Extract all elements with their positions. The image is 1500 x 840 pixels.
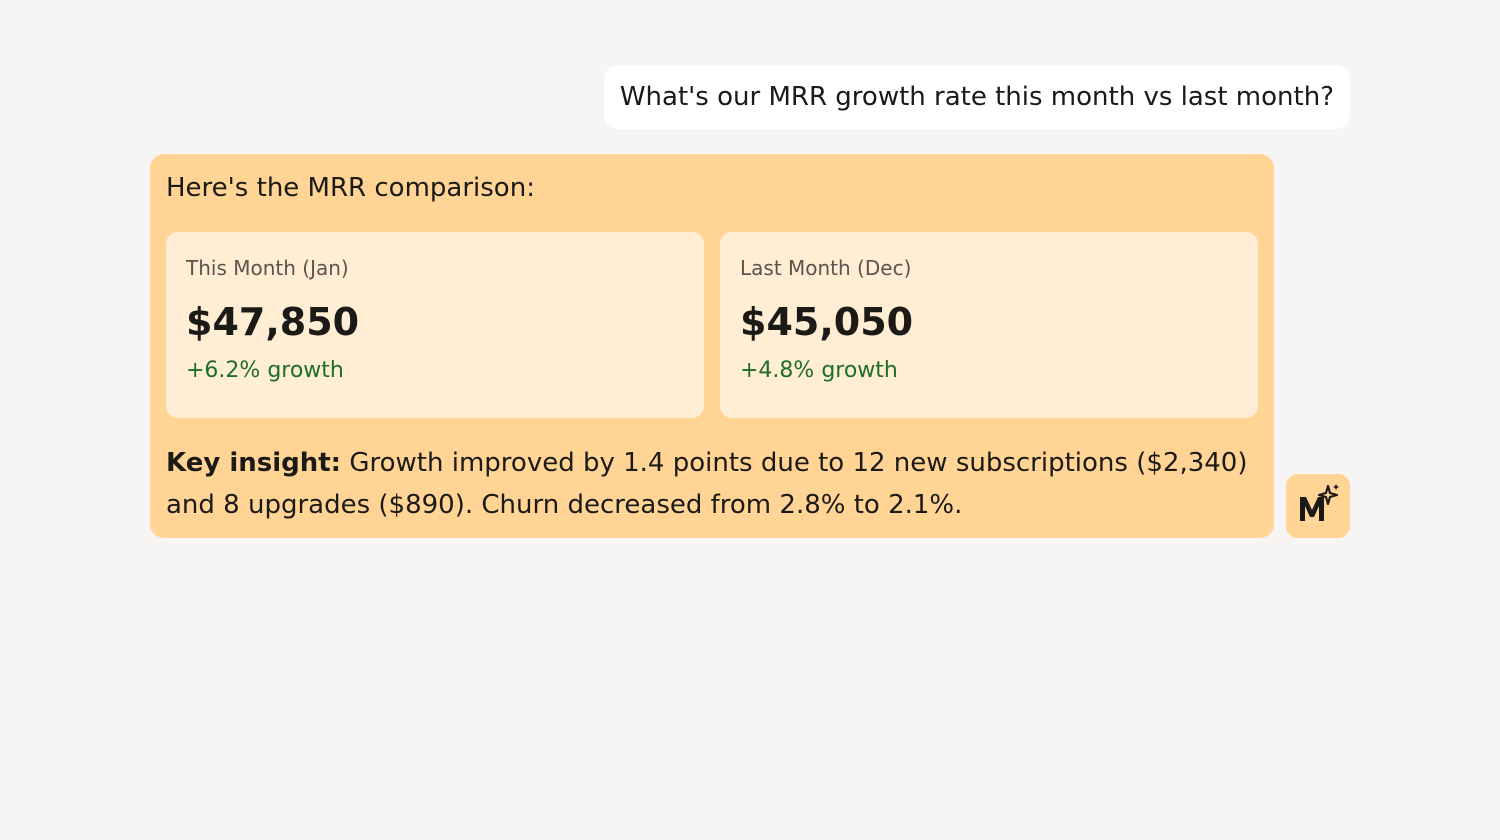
mrr-comparison-cards: This Month (Jan) $47,850 +6.2% growth La… (166, 232, 1258, 418)
card-growth: +6.2% growth (186, 358, 344, 383)
card-label: Last Month (Dec) (740, 256, 912, 280)
key-insight-text: Growth improved by 1.4 points due to 12 … (166, 448, 1248, 520)
assistant-avatar (1286, 474, 1350, 538)
key-insight-label: Key insight: (166, 448, 342, 478)
this-month-card: This Month (Jan) $47,850 +6.2% growth (166, 232, 704, 418)
last-month-card: Last Month (Dec) $45,050 +4.8% growth (720, 232, 1258, 418)
user-message-text: What's our MRR growth rate this month vs… (619, 82, 1334, 112)
user-message-bubble: What's our MRR growth rate this month vs… (603, 65, 1350, 129)
m-sparkle-icon (1300, 484, 1339, 521)
card-label: This Month (Jan) (186, 256, 349, 280)
assistant-message-bubble: Here's the MRR comparison: This Month (J… (150, 154, 1274, 538)
card-value: $45,050 (740, 300, 914, 344)
key-insight-paragraph: Key insight: Growth improved by 1.4 poin… (166, 442, 1258, 526)
card-value: $47,850 (186, 300, 360, 344)
card-growth: +4.8% growth (740, 358, 898, 383)
assistant-intro-text: Here's the MRR comparison: (166, 173, 535, 203)
